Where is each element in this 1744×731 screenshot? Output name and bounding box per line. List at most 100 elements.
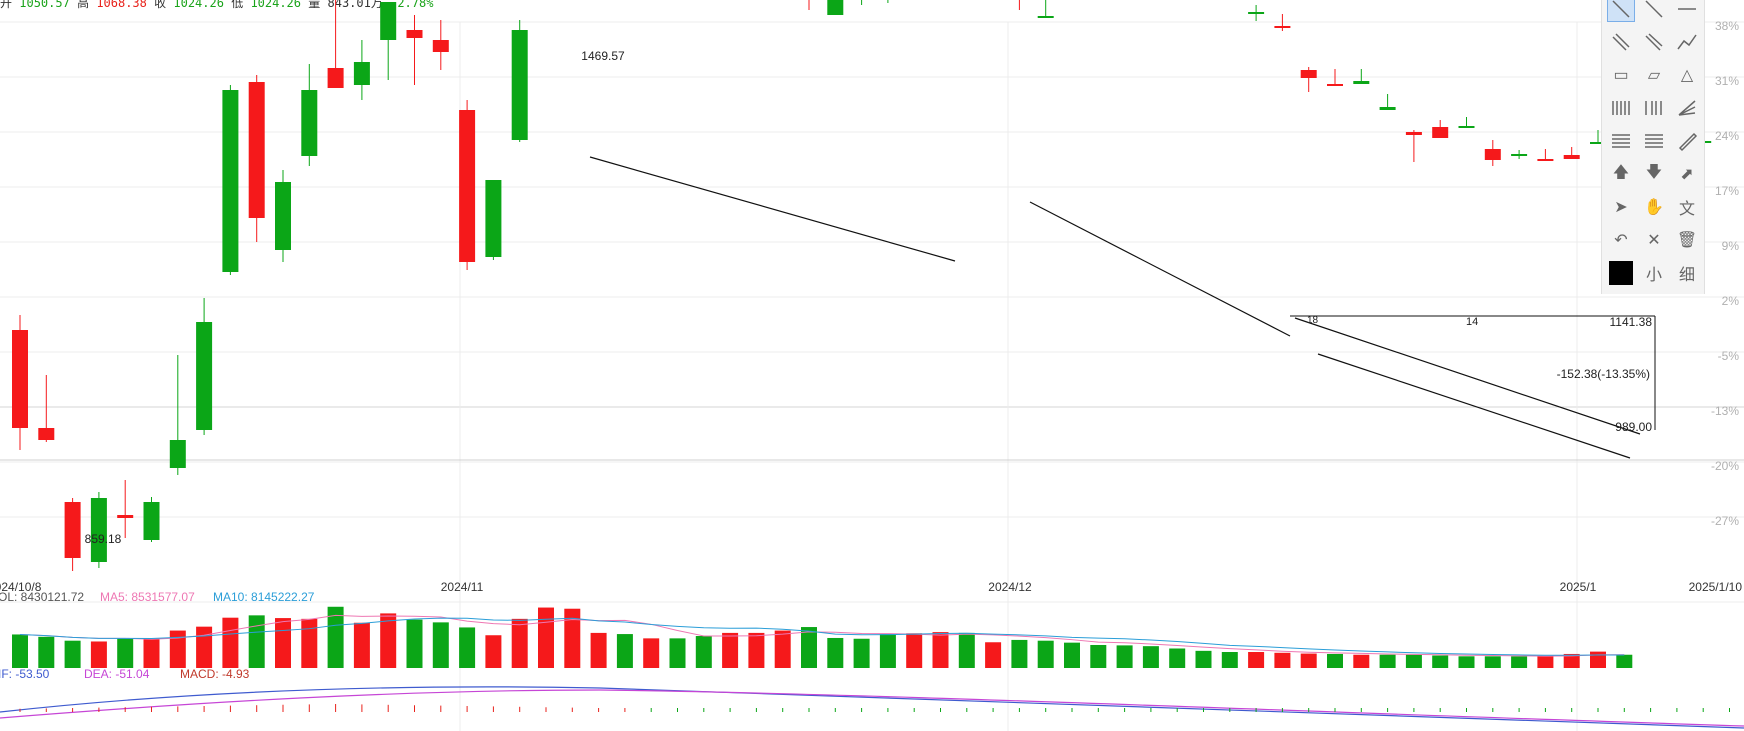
volume-bar (1300, 653, 1317, 668)
volume-bar (459, 627, 476, 668)
candle-body (1563, 155, 1580, 159)
volume-bar (1064, 642, 1080, 668)
percent-box-icon[interactable] (1640, 128, 1668, 154)
trend-line (1317, 353, 1631, 459)
ray-icon[interactable] (1640, 0, 1668, 22)
parallelogram-icon[interactable]: ▱ (1647, 67, 1661, 84)
arrow-segment-icon[interactable] (1640, 29, 1668, 55)
candle-body (1327, 84, 1343, 86)
volume-bar (1563, 653, 1580, 668)
ma5-line (19, 614, 1625, 657)
pct-tick-label: 38% (1715, 19, 1739, 33)
pct-tick-label: 17% (1715, 184, 1739, 198)
thin-line-icon[interactable]: 细 (1678, 267, 1695, 284)
volume-bar (380, 613, 397, 668)
candle-body (827, 0, 844, 15)
volume-bar (1142, 646, 1159, 668)
cursor-icon[interactable]: ➤ (1614, 199, 1628, 216)
candle-body (143, 502, 160, 540)
parallel-lines-icon[interactable] (1607, 29, 1635, 55)
volume-bar (248, 615, 265, 668)
volume-bar (12, 634, 28, 668)
ma10-line (19, 617, 1625, 656)
volume-bar (774, 630, 791, 668)
small-font-icon[interactable]: 小 (1645, 267, 1662, 284)
candle-body (64, 502, 81, 558)
volume-bar (1011, 639, 1028, 668)
volume-bar (301, 618, 318, 668)
trend-line (1029, 201, 1291, 337)
volume-bar (722, 632, 739, 668)
text-icon[interactable]: 文 (1678, 201, 1695, 218)
undo-icon[interactable]: ↶ (1614, 232, 1628, 249)
volume-bar (932, 632, 949, 668)
fan-icon[interactable] (1673, 95, 1701, 121)
high-price-label: 1469.57 (581, 49, 625, 63)
volume-value: 843.01万 (327, 0, 383, 10)
volume-bar (748, 632, 765, 668)
volume-bar (616, 634, 633, 668)
pct-tick-label: -27% (1711, 514, 1739, 528)
trend-line (589, 156, 956, 262)
candle-body (1300, 70, 1317, 78)
gann-box-icon[interactable] (1607, 128, 1635, 154)
hide-icon[interactable]: ✕ (1647, 232, 1661, 249)
horizontal-line-icon[interactable] (1673, 0, 1701, 22)
vol-legend: OL: 8430121.72 (0, 590, 84, 604)
volume-bar (1037, 640, 1054, 668)
volume-bar (590, 632, 607, 668)
volume-bar (64, 640, 81, 668)
volume-bar (669, 638, 686, 668)
change-pct: -2.78% (390, 0, 434, 10)
triangle-icon[interactable]: △ (1680, 67, 1694, 84)
candle-body (1353, 81, 1370, 84)
trash-icon[interactable]: 🗑 (1676, 232, 1698, 249)
color-swatch-icon[interactable] (1607, 260, 1635, 286)
ruler-icon[interactable] (1673, 128, 1701, 154)
volume-bar (1116, 645, 1133, 668)
volume-panel: OL: 8430121.72 MA5: 8531577.07 MA10: 81452… (0, 590, 1744, 668)
low-label: 低 (231, 0, 244, 10)
dif-line (0, 686, 1744, 729)
candle-body (1537, 159, 1554, 161)
volume-label: 量 (308, 0, 321, 10)
candle-body (1037, 16, 1054, 18)
volume-bar (38, 636, 55, 668)
pct-tick-label: 24% (1715, 129, 1739, 143)
high-label: 高 (77, 0, 90, 10)
pct-tick-label: 9% (1722, 239, 1740, 253)
volume-bar (1327, 653, 1343, 668)
candle-body (301, 90, 318, 156)
volume-bar (643, 638, 660, 668)
drawing-layer[interactable] (589, 156, 1656, 459)
line-segment-icon[interactable] (1607, 0, 1635, 22)
polyline-icon[interactable] (1673, 29, 1701, 55)
diagonal-arrow-icon[interactable]: ⬈ (1680, 166, 1694, 183)
up-arrow-icon[interactable]: 🡅 (1612, 163, 1630, 181)
candle-body (117, 515, 134, 518)
macd-legend: MACD: -4.93 (180, 667, 250, 681)
candle-body (485, 180, 502, 257)
candle-body (1432, 127, 1449, 138)
candle-body (169, 440, 186, 468)
down-arrow-icon[interactable]: 🡇 (1645, 163, 1663, 181)
volume-bar (1590, 651, 1606, 668)
x-axis-label: 2025/1/10 (1689, 580, 1743, 594)
hand-icon[interactable]: ✋ (1644, 199, 1664, 216)
measure-change-label: -152.38(-13.35%) (1557, 367, 1650, 381)
x-axis-label: 2024/11 (441, 580, 484, 594)
measure-end-label: 989.00 (1615, 420, 1652, 434)
measure-bars-label: 14 (1466, 316, 1478, 328)
volume-bar (406, 619, 423, 668)
volume-bar (327, 606, 344, 668)
close-value: 1024.26 (173, 0, 224, 10)
label-layer: 1469.57 859.18 1141.38 14 -152.38(-13.35%) 98… (0, 49, 1742, 594)
ma5-legend: MA5: 8531577.07 (100, 590, 195, 604)
volume-bar (1353, 654, 1370, 668)
candle-body (222, 90, 239, 272)
volume-bar (511, 618, 528, 668)
rectangle-icon[interactable]: ▭ (1613, 67, 1629, 84)
gann-icon[interactable] (1640, 95, 1668, 121)
fibonacci-icon[interactable] (1607, 95, 1635, 121)
